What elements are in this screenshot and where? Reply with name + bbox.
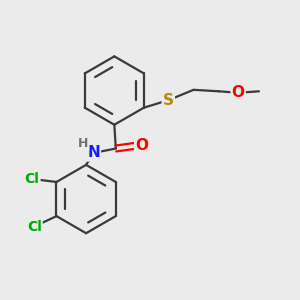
- Text: Cl: Cl: [27, 220, 42, 233]
- Text: Cl: Cl: [25, 172, 40, 186]
- Text: O: O: [135, 138, 148, 153]
- Text: O: O: [232, 85, 245, 100]
- Text: H: H: [78, 137, 88, 150]
- Text: S: S: [163, 93, 174, 108]
- Text: N: N: [87, 146, 100, 160]
